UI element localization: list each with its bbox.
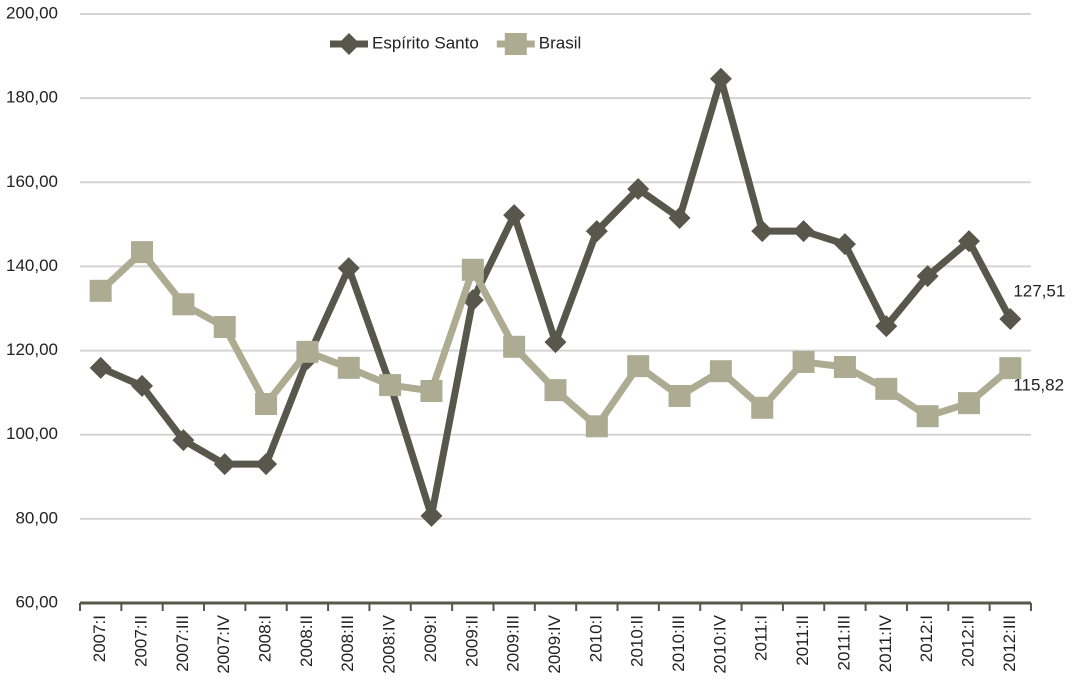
data-point	[668, 385, 691, 408]
x-tick-label: 2009:I	[421, 615, 440, 662]
x-tick-label: 2009:II	[462, 615, 481, 667]
series-line	[99, 75, 1014, 520]
x-tick-label: 2011:IV	[876, 614, 895, 672]
y-tick-label: 80,00	[15, 508, 58, 527]
data-point	[420, 379, 443, 402]
data-point	[792, 350, 815, 373]
x-tick-label: 2012:III	[1000, 615, 1019, 672]
x-tick-label: 2010:III	[669, 615, 688, 672]
data-point	[89, 356, 112, 379]
y-tick-label: 160,00	[6, 172, 58, 191]
data-point	[337, 257, 360, 280]
x-tick-label: 2010:II	[628, 615, 647, 667]
x-tick-label: 2007:III	[173, 615, 192, 672]
y-tick-label: 200,00	[6, 3, 58, 22]
data-point	[461, 258, 484, 281]
data-point	[213, 453, 236, 476]
data-point	[213, 316, 236, 339]
data-label: 115,82	[1013, 376, 1064, 395]
data-point	[172, 429, 195, 452]
data-point	[544, 331, 567, 354]
y-tick-label: 100,00	[6, 424, 58, 443]
data-point	[172, 293, 195, 316]
y-tick-label: 60,00	[15, 592, 58, 611]
data-point	[957, 392, 980, 415]
y-tick-label: 120,00	[6, 340, 58, 359]
x-tick-label: 2008:IV	[380, 614, 399, 673]
legend-label: Brasil	[539, 33, 582, 52]
y-tick-label: 140,00	[6, 256, 58, 275]
data-point	[833, 355, 856, 378]
legend-label: Espírito Santo	[372, 33, 479, 52]
x-tick-label: 2010:IV	[710, 614, 729, 673]
data-point	[751, 396, 774, 419]
x-tick-label: 2009:IV	[545, 614, 564, 673]
x-tick-label: 2007:II	[132, 615, 151, 667]
data-point	[585, 220, 608, 243]
legend-marker	[504, 33, 527, 55]
data-point	[709, 67, 732, 90]
data-point	[420, 504, 443, 527]
data-point	[296, 340, 319, 363]
data-point	[916, 405, 939, 428]
data-point	[544, 379, 567, 402]
data-point	[751, 220, 774, 243]
data-point	[833, 233, 856, 256]
x-tick-label: 2009:III	[504, 615, 523, 672]
data-point	[875, 315, 898, 338]
x-tick-label: 2007:I	[90, 615, 109, 662]
data-point	[792, 220, 815, 243]
data-point	[89, 279, 112, 302]
data-label: 127,51	[1013, 281, 1065, 300]
data-point	[337, 356, 360, 379]
data-point	[999, 357, 1022, 380]
x-tick-label: 2011:I	[752, 615, 771, 661]
x-tick-label: 2011:III	[834, 615, 853, 670]
data-point	[585, 415, 608, 438]
x-tick-label: 2008:II	[297, 615, 316, 667]
x-tick-label: 2012:II	[958, 615, 977, 667]
data-point	[131, 241, 154, 264]
data-point	[503, 335, 526, 358]
x-tick-label: 2012:I	[917, 615, 936, 662]
data-point	[255, 393, 278, 416]
data-point	[875, 377, 898, 400]
data-point	[916, 265, 939, 288]
data-point	[668, 207, 691, 230]
legend-marker	[338, 33, 360, 55]
data-point	[379, 374, 402, 397]
x-tick-label: 2008:I	[256, 615, 275, 662]
y-tick-label: 180,00	[6, 88, 58, 107]
data-point	[957, 230, 980, 253]
x-tick-label: 2011:II	[793, 615, 812, 666]
data-point	[503, 204, 526, 227]
data-point	[131, 374, 154, 397]
x-tick-label: 2008:III	[338, 615, 357, 672]
data-point	[627, 355, 650, 378]
data-point	[709, 360, 732, 383]
x-tick-label: 2010:I	[586, 615, 605, 662]
x-tick-label: 2007:IV	[214, 614, 233, 673]
data-point	[999, 307, 1022, 330]
data-point	[627, 178, 650, 201]
data-point	[255, 453, 278, 476]
